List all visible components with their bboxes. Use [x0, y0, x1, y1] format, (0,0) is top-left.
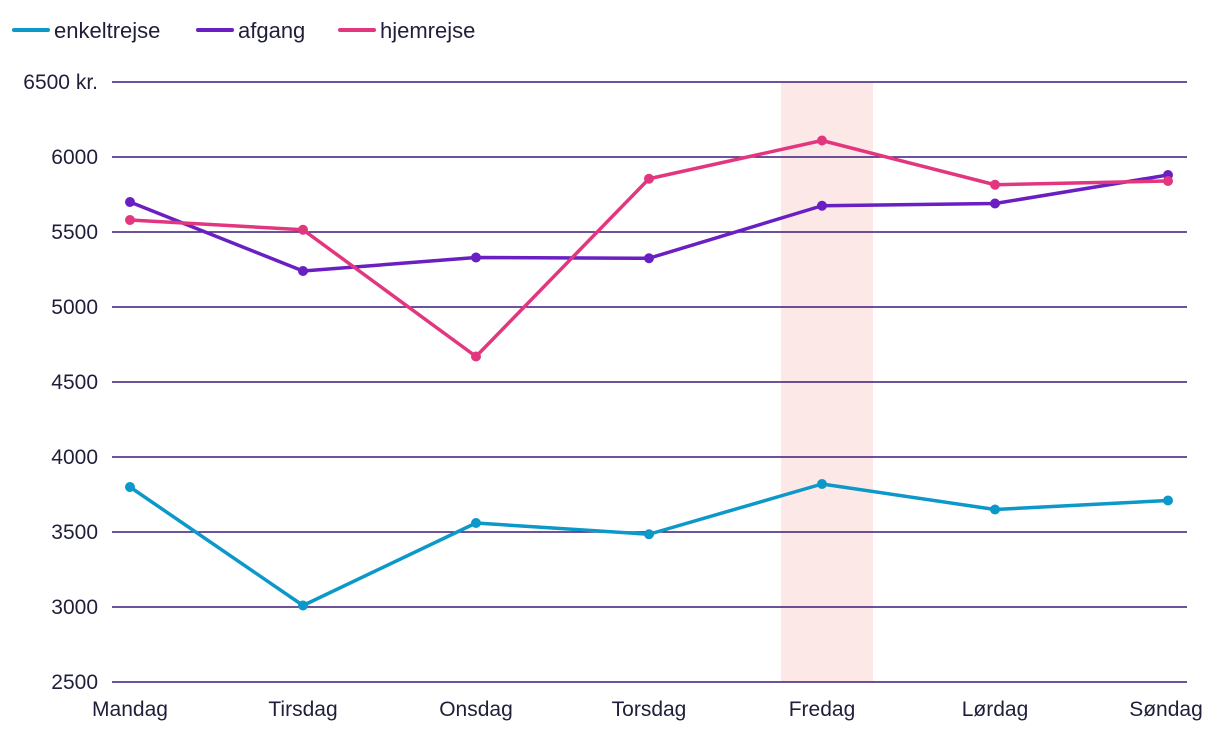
x-tick-label-lørdag: Lørdag [962, 698, 1029, 721]
x-tick-label-fredag: Fredag [789, 698, 856, 721]
data-point-hjemrejse-mandag [125, 215, 135, 225]
y-tick-label-5500: 5500 [51, 221, 98, 244]
x-tick-label-mandag: Mandag [92, 698, 168, 721]
legend-label-hjemrejse: hjemrejse [380, 18, 475, 43]
x-tick-label-søndag: Søndag [1129, 698, 1203, 721]
data-point-enkeltrejse-torsdag [644, 529, 654, 540]
data-point-hjemrejse-torsdag [644, 173, 654, 184]
legend-label-afgang: afgang [238, 18, 305, 43]
series-enkeltrejse [125, 479, 1173, 611]
y-tick-label-4500: 4500 [51, 371, 98, 394]
data-point-enkeltrejse-onsdag [471, 518, 481, 528]
y-tick-label-4000: 4000 [51, 446, 98, 469]
series-line-enkeltrejse [128, 482, 1170, 608]
y-tick-label-3500: 3500 [51, 521, 98, 544]
y-tick-label-6000: 6000 [51, 146, 98, 169]
series-hjemrejse [125, 135, 1173, 362]
data-point-afgang-torsdag [644, 253, 654, 264]
y-tick-label-3000: 3000 [51, 596, 98, 619]
data-point-hjemrejse-lørdag [990, 179, 1000, 190]
data-point-hjemrejse-onsdag [471, 351, 481, 362]
x-tick-label-onsdag: Onsdag [439, 698, 513, 721]
data-point-enkeltrejse-mandag [125, 482, 135, 492]
data-point-hjemrejse-tirsdag [298, 224, 308, 235]
y-tick-label-5000: 5000 [51, 296, 98, 319]
x-tick-label-tirsdag: Tirsdag [268, 698, 337, 721]
data-point-afgang-mandag [125, 197, 135, 207]
data-point-afgang-lørdag [990, 198, 1000, 209]
data-point-hjemrejse-søndag [1163, 176, 1173, 186]
y-tick-label-2500: 2500 [51, 671, 98, 694]
data-point-enkeltrejse-søndag [1163, 495, 1173, 506]
data-point-enkeltrejse-lørdag [990, 504, 1000, 515]
y-tick-label-6500: 6500 kr. [23, 71, 98, 94]
data-point-afgang-onsdag [471, 252, 481, 263]
legend-label-enkeltrejse: enkeltrejse [54, 18, 160, 43]
data-point-hjemrejse-fredag [817, 135, 827, 146]
data-point-afgang-tirsdag [298, 266, 308, 276]
data-point-enkeltrejse-tirsdag [298, 600, 308, 611]
data-point-afgang-fredag [817, 200, 827, 211]
data-point-enkeltrejse-fredag [817, 479, 827, 489]
x-tick-label-torsdag: Torsdag [612, 698, 687, 721]
series-line-hjemrejse [128, 138, 1170, 359]
